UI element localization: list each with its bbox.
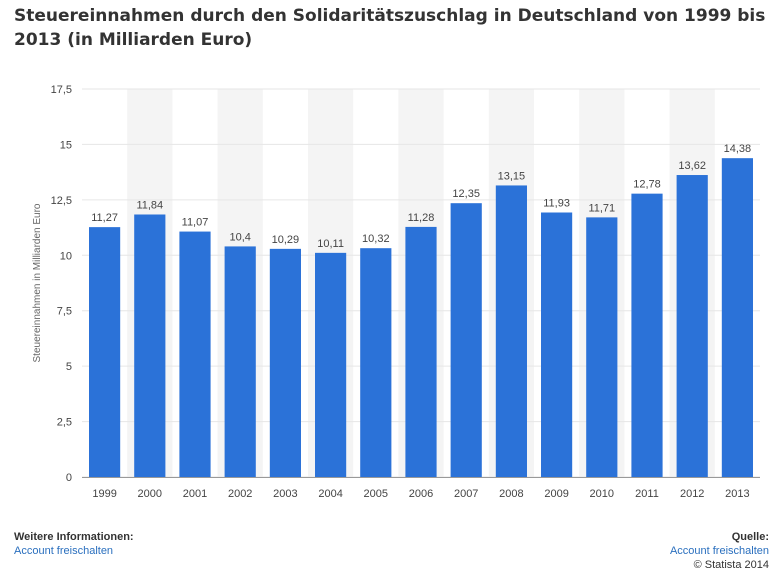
source-link[interactable]: Account freischalten (669, 545, 769, 557)
y-tick-label: 17,5 (51, 84, 72, 96)
y-tick-label: 7,5 (57, 306, 72, 318)
x-tick-label: 2012 (680, 488, 704, 500)
x-tick-label: 2001 (183, 488, 207, 500)
bar-2009 (541, 212, 573, 477)
x-tick-label: 2007 (454, 488, 478, 500)
data-label-2006: 11,28 (408, 212, 435, 224)
bar-2003 (269, 248, 301, 477)
y-tick-label: 0 (66, 472, 72, 484)
data-label-2000: 11,84 (136, 199, 163, 211)
bar-2001 (179, 231, 211, 477)
data-label-2007: 12,35 (452, 188, 480, 200)
y-tick-label: 2,5 (57, 417, 72, 429)
y-tick-label: 12,5 (51, 195, 72, 207)
x-tick-label: 2009 (544, 488, 568, 500)
data-label-2013: 14,38 (724, 143, 752, 155)
data-label-2010: 11,71 (588, 202, 615, 214)
data-label-2002: 10,4 (229, 231, 250, 243)
x-tick-label: 2000 (138, 488, 162, 500)
data-label-2004: 10,11 (317, 238, 344, 250)
data-label-1999: 11,27 (91, 212, 118, 224)
bar-2000 (134, 214, 166, 477)
bar-2013 (721, 158, 753, 477)
x-tick-label: 2006 (409, 488, 433, 500)
x-tick-label: 2003 (273, 488, 297, 500)
x-tick-label: 2005 (364, 488, 388, 500)
y-axis-ticks: 0 2,5 5 7,5 10 12,5 15 17,5 (51, 84, 72, 484)
x-axis-ticks: 1999 2000 2001 2002 2003 2004 2005 2006 2007 2008… (92, 488, 749, 500)
data-label-2008: 13,15 (498, 170, 526, 182)
x-tick-label: 2011 (635, 488, 659, 500)
bar-2010 (586, 217, 618, 478)
x-tick-label: 2004 (318, 488, 342, 500)
y-axis-label: Steuereinnahmen in Milliarden Euro (32, 203, 43, 362)
bars (89, 158, 753, 478)
bar-2004 (315, 252, 347, 477)
bar-2008 (495, 185, 527, 477)
x-tick-label: 1999 (92, 488, 116, 500)
bar-2006 (405, 226, 437, 477)
chart-title: Steuereinnahmen durch den Solidaritätszu… (14, 6, 766, 50)
y-tick-label: 10 (60, 250, 72, 262)
bar-2011 (631, 193, 663, 477)
data-label-2009: 11,93 (543, 197, 570, 209)
x-tick-label: 2010 (590, 488, 614, 500)
data-label-2005: 10,32 (362, 233, 390, 245)
bar-2012 (676, 175, 708, 477)
source-label: Quelle: (731, 531, 769, 543)
bar-1999 (89, 227, 121, 477)
data-label-2011: 12,78 (633, 179, 661, 191)
footer-source: Quelle: Account freischalten © Statista … (670, 530, 769, 572)
data-label-2001: 11,07 (182, 217, 209, 229)
more-info-link[interactable]: Account freischalten (14, 545, 114, 557)
data-label-2012: 13,62 (678, 160, 706, 172)
bar-chart: 0 2,5 5 7,5 10 12,5 15 17,5 11,27 11,84 11,07 10,4… (32, 84, 760, 500)
x-tick-label: 2002 (228, 488, 252, 500)
footer-more-info: Weitere Informationen: Account freischal… (14, 530, 134, 558)
bar-2005 (360, 248, 392, 477)
x-tick-label: 2013 (725, 488, 749, 500)
bar-2007 (450, 203, 482, 477)
bar-2002 (224, 246, 256, 477)
x-tick-label: 2008 (499, 488, 523, 500)
data-labels: 11,27 11,84 11,07 10,4 10,29 10,11 10,32 11,28 1… (91, 143, 751, 250)
data-label-2003: 10,29 (272, 234, 300, 246)
y-tick-label: 5 (66, 361, 72, 373)
more-info-label: Weitere Informationen: (14, 531, 134, 543)
copyright: © Statista 2014 (693, 559, 769, 571)
y-tick-label: 15 (60, 139, 72, 151)
